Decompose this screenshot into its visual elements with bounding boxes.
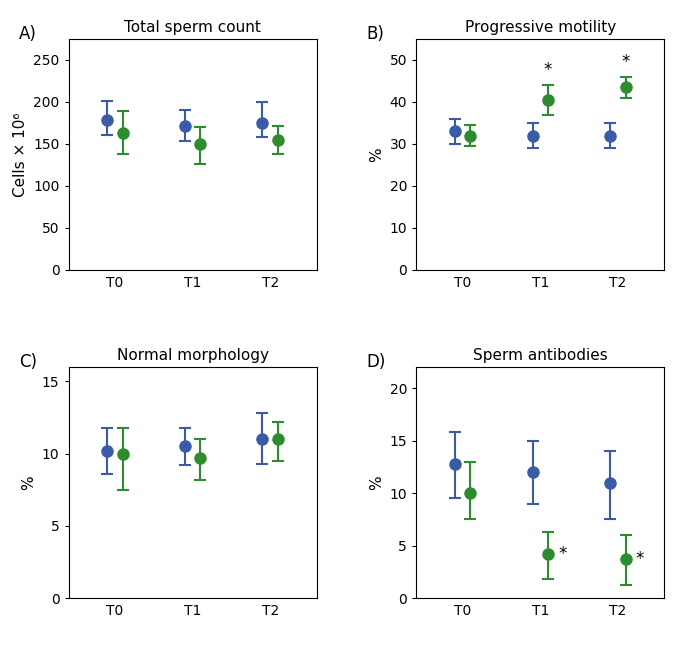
Title: Progressive motility: Progressive motility — [464, 20, 616, 35]
Title: Sperm antibodies: Sperm antibodies — [473, 348, 608, 363]
Text: C): C) — [18, 353, 37, 371]
Y-axis label: %: % — [369, 475, 384, 490]
Text: D): D) — [366, 353, 386, 371]
Text: *: * — [558, 545, 566, 563]
Title: Total sperm count: Total sperm count — [124, 20, 261, 35]
Y-axis label: %: % — [21, 475, 36, 490]
Text: *: * — [636, 550, 644, 568]
Y-axis label: Cells × 10⁶: Cells × 10⁶ — [12, 112, 27, 197]
Title: Normal morphology: Normal morphology — [116, 348, 269, 363]
Text: *: * — [544, 61, 552, 79]
Y-axis label: %: % — [369, 147, 384, 162]
Text: A): A) — [18, 25, 37, 43]
Text: *: * — [621, 53, 630, 71]
Text: B): B) — [366, 25, 384, 43]
